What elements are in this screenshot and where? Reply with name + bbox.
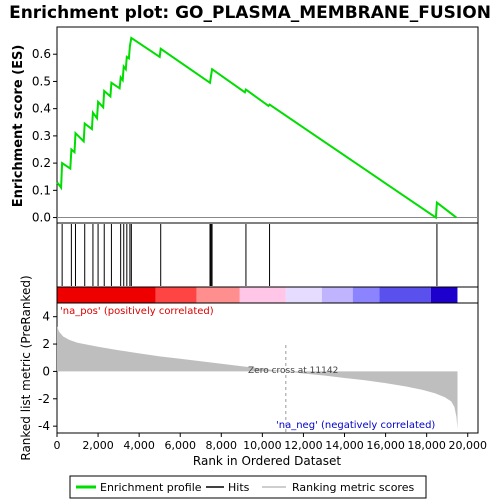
es-y-tick-label: 0.4 — [32, 102, 51, 116]
es-panel-frame — [56, 26, 479, 224]
chart-title: Enrichment plot: GO_PLASMA_MEMBRANE_FUSI… — [9, 3, 491, 23]
rank-x-tick-label: 4,000 — [123, 439, 155, 452]
rank-x-tick-label: 20,000 — [448, 439, 487, 452]
rank-x-tick-label: 8,000 — [206, 439, 238, 452]
metric-panel: -4 -2 0 2 4 0 2,000 4,000 6,000 8,000 10,000 12,00… — [19, 275, 487, 468]
rank-x-axis: 0 2,000 4,000 6,000 8,000 10,000 12,000 14,000 1… — [54, 433, 487, 452]
ranking-segment — [321, 287, 353, 303]
rank-x-tick-label: 18,000 — [407, 439, 446, 452]
legend-frame — [69, 475, 427, 499]
es-y-axis-label: Enrichment score (ES) — [11, 45, 26, 208]
metric-y-axis: -4 -2 0 2 4 — [38, 310, 57, 433]
rank-x-tick-label: 2,000 — [82, 439, 114, 452]
es-y-tick-label: 0.3 — [32, 129, 51, 143]
legend-metric-label: Ranking metric scores — [292, 481, 414, 494]
hit-lines — [61, 224, 438, 286]
enrichment-profile-line — [56, 36, 458, 220]
ranking-segment — [57, 287, 156, 303]
metric-y-axis-label: Ranked list metric (PreRanked) — [19, 275, 33, 460]
hits-panel-frame — [56, 222, 479, 288]
es-y-tick-label: 0.0 — [32, 211, 51, 225]
zero-cross-label: Zero cross at 11142 — [248, 366, 338, 376]
metric-y-tick-label: 0 — [42, 364, 50, 378]
rank-x-axis-label: Rank in Ordered Dataset — [193, 454, 341, 468]
rank-x-tick-label: 10,000 — [243, 439, 282, 452]
rank-x-tick-label: 16,000 — [366, 439, 405, 452]
legend-hits-label: Hits — [228, 481, 250, 494]
rank-x-tick-label: 12,000 — [284, 439, 323, 452]
ranking-color-bar — [56, 286, 479, 304]
rank-x-tick-label: 14,000 — [325, 439, 364, 452]
rank-x-tick-label: 0 — [54, 439, 61, 452]
ranking-segment — [155, 287, 197, 303]
es-y-tick-label: 0.6 — [32, 47, 51, 61]
hits-panel — [56, 222, 479, 288]
ranking-segment — [352, 287, 380, 303]
es-panel: 0.0 0.1 0.2 0.3 0.4 0.5 0.6 Enrichment score (… — [11, 26, 479, 225]
ranking-segment — [379, 287, 431, 303]
ranking-segment — [430, 287, 458, 303]
ranking-segment — [239, 287, 286, 303]
legend-enrichment-label: Enrichment profile — [100, 481, 202, 494]
metric-y-tick-label: -2 — [38, 392, 50, 406]
es-y-tick-label: 0.2 — [32, 156, 51, 170]
ranking-color-segments — [57, 287, 458, 303]
legend: Enrichment profile Hits Ranking metric s… — [69, 475, 427, 499]
metric-y-tick-label: 4 — [42, 310, 50, 324]
metric-y-tick-label: 2 — [42, 337, 50, 351]
es-y-axis: 0.0 0.1 0.2 0.3 0.4 0.5 0.6 — [32, 47, 57, 225]
rank-x-tick-label: 6,000 — [164, 439, 196, 452]
es-y-tick-label: 0.5 — [32, 74, 51, 88]
negative-correlation-label: 'na_neg' (negatively correlated) — [276, 420, 435, 431]
ranking-segment — [196, 287, 240, 303]
ranking-segment — [285, 287, 322, 303]
es-y-tick-label: 0.1 — [32, 183, 51, 197]
positive-correlation-label: 'na_pos' (positively correlated) — [60, 306, 214, 317]
metric-y-tick-label: -4 — [38, 419, 50, 433]
ranking-metric-area — [57, 326, 458, 429]
